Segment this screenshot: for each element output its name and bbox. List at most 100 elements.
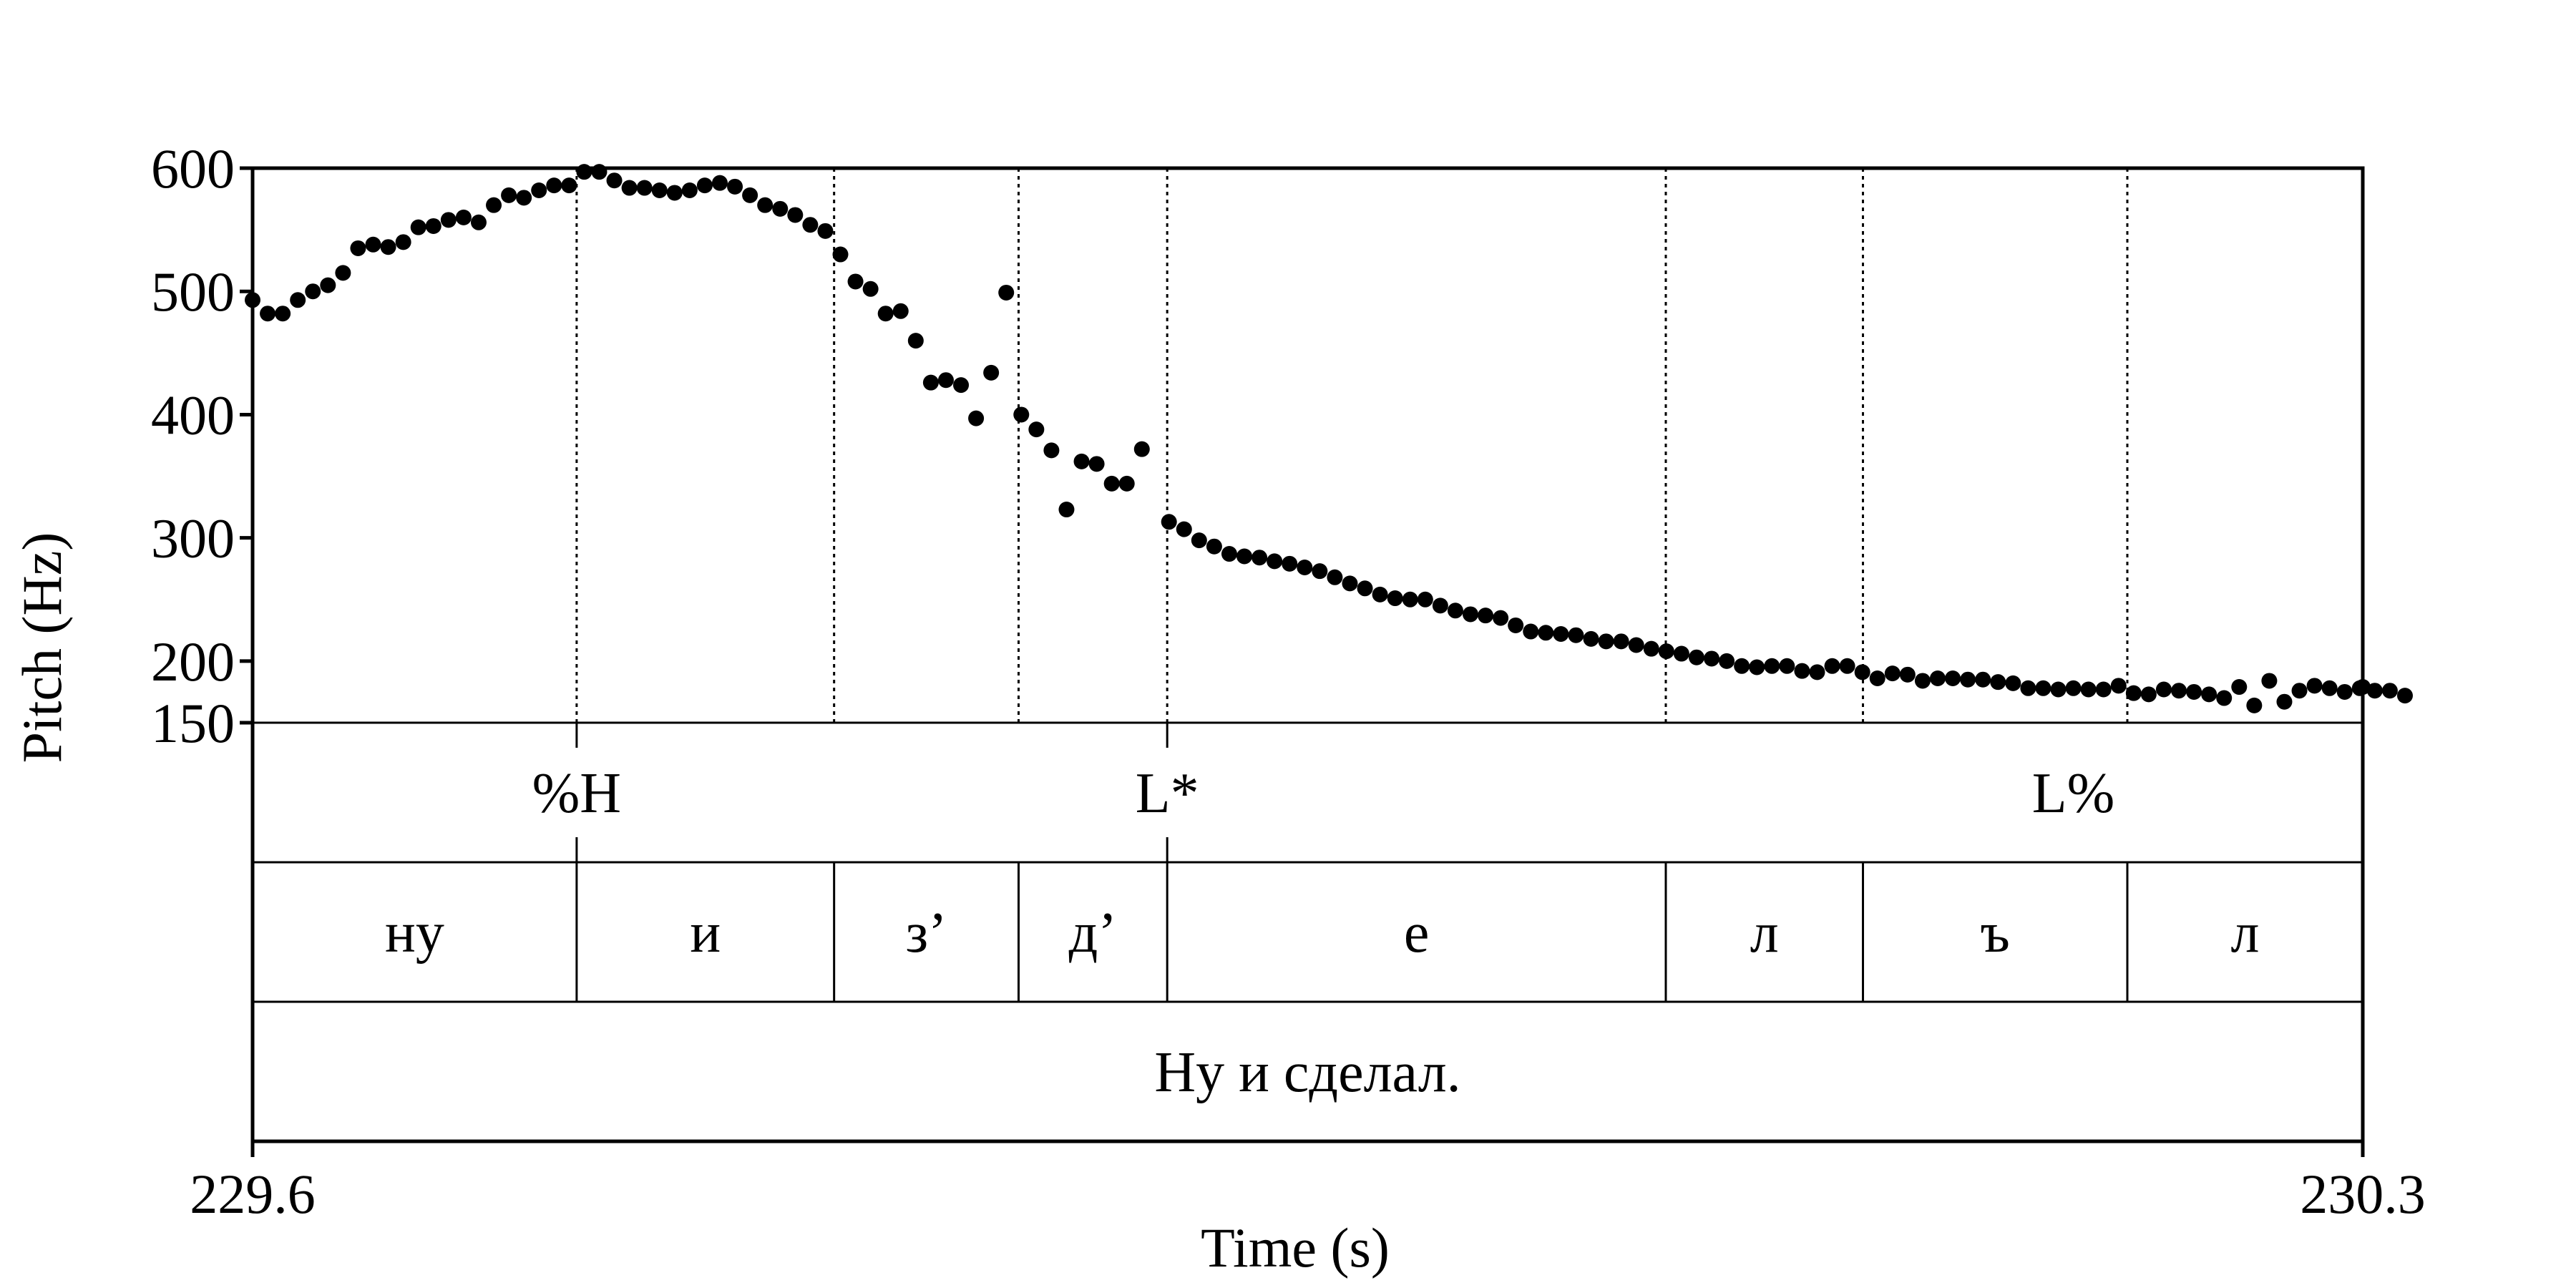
y-tick-label: 300 xyxy=(151,507,235,570)
pitch-point xyxy=(1523,623,1539,640)
y-tick-label: 150 xyxy=(151,692,235,754)
pitch-point xyxy=(395,234,411,250)
x-tick-label: 230.3 xyxy=(2300,1163,2426,1225)
tone-label: %H xyxy=(532,762,621,825)
pitch-point xyxy=(1553,626,1569,642)
pitch-point xyxy=(1357,580,1373,597)
pitch-point xyxy=(2095,681,2112,698)
pitch-point xyxy=(953,377,970,394)
pitch-point xyxy=(787,207,804,223)
pitch-point xyxy=(1643,640,1659,657)
pitch-point xyxy=(2231,679,2248,696)
pitch-point xyxy=(1462,606,1478,623)
pitch-point xyxy=(2276,693,2293,710)
pitch-point xyxy=(1088,456,1105,472)
pitch-point xyxy=(305,283,321,300)
pitch-point xyxy=(2020,680,2036,696)
pitch-point xyxy=(1809,664,1825,680)
segment-label: ну xyxy=(385,902,444,965)
pitch-point xyxy=(1613,633,1629,650)
pitch-point xyxy=(1568,627,1584,643)
y-tick-label: 400 xyxy=(151,384,235,446)
pitch-point xyxy=(335,265,351,281)
pitch-point xyxy=(455,209,472,225)
segment-label: е xyxy=(1404,902,1430,965)
pitch-point xyxy=(1176,521,1192,537)
pitch-point xyxy=(1929,670,1946,686)
pitch-point xyxy=(1764,658,1780,674)
segment-label: д’ xyxy=(1069,902,1117,965)
pitch-point xyxy=(742,187,758,203)
pitch-point xyxy=(2336,683,2353,700)
pitch-point xyxy=(1013,406,1030,423)
y-tick-label: 600 xyxy=(151,137,235,200)
pitch-point xyxy=(2396,688,2413,704)
pitch-point xyxy=(1839,658,1855,674)
pitch-point xyxy=(260,306,276,322)
pitch-point xyxy=(2261,673,2278,689)
pitch-point xyxy=(1478,608,1494,624)
pitch-point xyxy=(998,284,1015,301)
pitch-point xyxy=(757,197,774,213)
pitch-point xyxy=(666,185,683,201)
pitch-point xyxy=(2246,697,2263,713)
pitch-point xyxy=(561,177,577,194)
pitch-point xyxy=(1869,670,1885,686)
pitch-point xyxy=(802,217,819,233)
pitch-point xyxy=(1583,630,1599,647)
pitch-point xyxy=(1493,610,1509,626)
pitch-point xyxy=(365,236,381,253)
pitch-point xyxy=(531,182,547,198)
pitch-point xyxy=(1118,475,1135,492)
pitch-point xyxy=(636,180,653,196)
pitch-point xyxy=(2216,690,2233,706)
pitch-point xyxy=(2321,680,2338,696)
pitch-point xyxy=(1945,670,1961,686)
pitch-point xyxy=(1402,591,1418,608)
pitch-point xyxy=(486,197,502,213)
pitch-point xyxy=(2050,681,2067,698)
sentence-label: Ну и сделал. xyxy=(1154,1041,1460,1104)
pitch-point xyxy=(1206,538,1222,555)
pitch-point xyxy=(1975,671,1991,688)
pitch-point xyxy=(711,175,728,191)
y-axis-label: Pitch (Hz) xyxy=(11,532,73,763)
pitch-point xyxy=(576,164,592,180)
pitch-point xyxy=(516,190,532,206)
pitch-point xyxy=(591,164,608,180)
pitch-point xyxy=(862,280,879,297)
pitch-point xyxy=(1794,663,1810,679)
pitch-point xyxy=(1447,602,1463,619)
pitch-point xyxy=(2035,680,2051,696)
pitch-point xyxy=(1538,625,1554,641)
pitch-point xyxy=(1899,666,1916,683)
pitch-point xyxy=(1598,633,1614,650)
pitch-point xyxy=(651,182,668,198)
pitch-point xyxy=(470,214,487,230)
pitch-point xyxy=(350,240,366,256)
pitch-point xyxy=(1387,590,1403,607)
x-axis-label: Time (s) xyxy=(1201,1216,1390,1279)
segment-label: ъ xyxy=(1981,902,2010,965)
pitch-point xyxy=(546,177,562,194)
pitch-point xyxy=(2306,678,2323,694)
pitch-point xyxy=(290,292,306,308)
pitch-point xyxy=(2291,683,2308,699)
pitch-point xyxy=(1221,546,1237,562)
segment-label: и xyxy=(690,902,721,965)
pitch-point xyxy=(1267,553,1283,570)
pitch-point xyxy=(727,178,743,195)
y-tick-label: 200 xyxy=(151,630,235,693)
pitch-point xyxy=(922,374,939,391)
tier-labels: %H L* L% ну и з’ д’ е л ъ л Ну и сделал. xyxy=(385,762,2259,1104)
pitch-point xyxy=(1327,569,1343,585)
pitch-point xyxy=(1133,441,1150,457)
pitch-points xyxy=(245,164,2413,713)
pitch-point xyxy=(2155,681,2172,698)
pitch-point xyxy=(696,177,713,194)
pitch-point xyxy=(2125,685,2142,701)
segment-label: з’ xyxy=(905,902,947,965)
pitch-point xyxy=(1990,674,2006,691)
pitch-point xyxy=(1028,421,1045,438)
